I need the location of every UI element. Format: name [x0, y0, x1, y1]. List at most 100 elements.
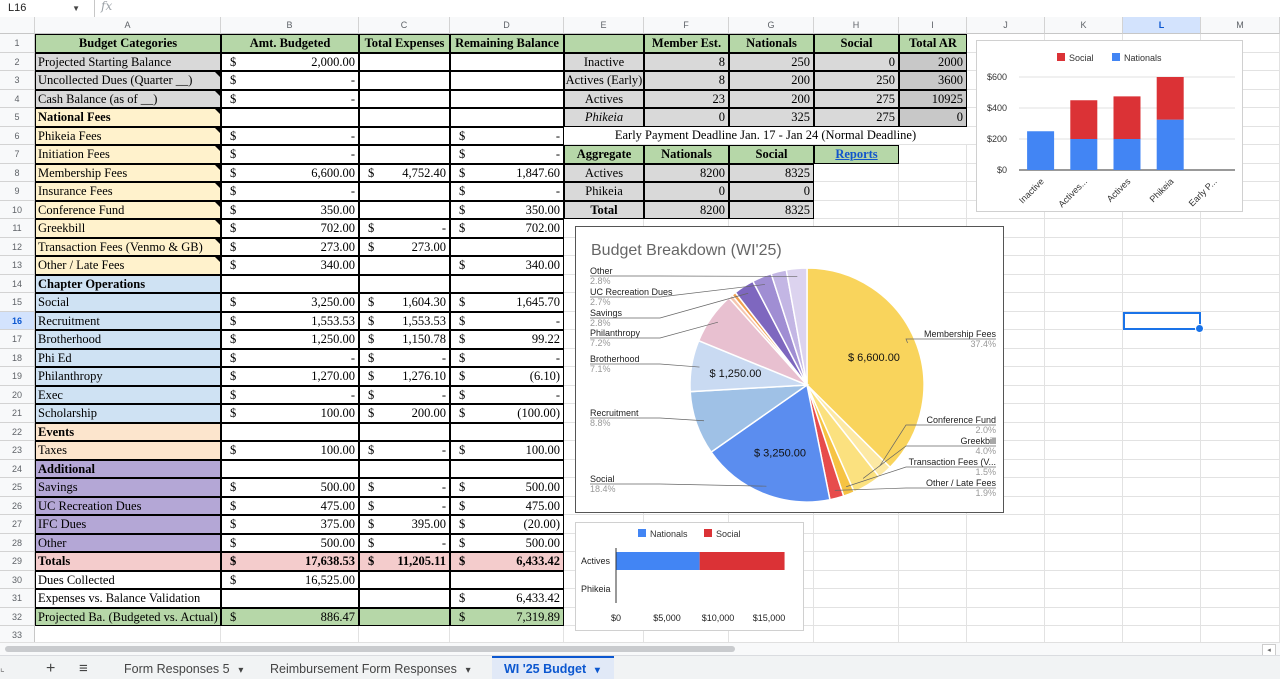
amount-cell-c[interactable]: $1,604.30 — [359, 293, 450, 312]
budget-category-label[interactable]: Phikeia Fees — [35, 127, 221, 146]
aggregate-value-cell[interactable]: 0 — [729, 182, 814, 201]
column-header-h[interactable]: H — [814, 17, 899, 34]
amount-cell-c[interactable] — [359, 589, 450, 608]
budget-category-label[interactable]: Additional — [35, 460, 221, 479]
column-header-i[interactable]: I — [899, 17, 967, 34]
cell[interactable] — [1123, 349, 1201, 368]
row-header-2[interactable]: 2 — [0, 53, 35, 72]
aggregate-value-cell[interactable]: 8325 — [729, 201, 814, 220]
cell[interactable] — [814, 552, 899, 571]
tab-menu-icon[interactable]: ▾ — [463, 665, 471, 676]
amount-cell-c[interactable] — [359, 275, 450, 294]
sheet-tab[interactable]: Form Responses 5 ▾ — [112, 656, 252, 679]
members-value-cell[interactable]: 10925 — [899, 90, 967, 109]
cell[interactable] — [1201, 626, 1280, 642]
bar-segment[interactable] — [1114, 139, 1141, 170]
cell[interactable] — [1045, 238, 1123, 257]
budget-category-label[interactable]: Cash Balance (as of __) — [35, 90, 221, 109]
cell[interactable] — [1123, 534, 1201, 553]
members-table-header[interactable]: Social — [814, 34, 899, 53]
aggregate-row-label[interactable]: Total — [564, 201, 644, 220]
cell[interactable] — [967, 552, 1045, 571]
amount-cell-c[interactable]: $- — [359, 349, 450, 368]
cell[interactable] — [1045, 460, 1123, 479]
aggregate-value-cell[interactable]: 8325 — [729, 164, 814, 183]
cell[interactable] — [1201, 275, 1280, 294]
amount-cell-c[interactable] — [359, 608, 450, 627]
amount-cell-d[interactable] — [450, 275, 564, 294]
cell[interactable] — [1201, 441, 1280, 460]
row-header-28[interactable]: 28 — [0, 534, 35, 553]
aggregate-value-cell[interactable]: 0 — [644, 182, 729, 201]
amount-cell-c[interactable]: $- — [359, 386, 450, 405]
header-total-expenses[interactable]: Total Expenses — [359, 34, 450, 53]
amount-cell-b[interactable]: $500.00 — [221, 478, 359, 497]
amount-cell-b[interactable]: $500.00 — [221, 534, 359, 553]
cell[interactable] — [1045, 589, 1123, 608]
amount-cell-b[interactable]: $100.00 — [221, 441, 359, 460]
cell[interactable] — [1123, 293, 1201, 312]
cell[interactable] — [1123, 515, 1201, 534]
budget-category-label[interactable]: Uncollected Dues (Quarter __) — [35, 71, 221, 90]
amount-cell-d[interactable]: $- — [450, 127, 564, 146]
amount-cell-c[interactable] — [359, 127, 450, 146]
cell[interactable] — [967, 515, 1045, 534]
collapse-icon[interactable]: ⌞ — [0, 656, 8, 679]
budget-category-label[interactable]: Chapter Operations — [35, 275, 221, 294]
aggregate-value-cell[interactable]: 8200 — [644, 201, 729, 220]
members-value-cell[interactable]: 8 — [644, 71, 729, 90]
amount-cell-d[interactable]: $- — [450, 349, 564, 368]
header-remaining-balance[interactable]: Remaining Balance — [450, 34, 564, 53]
members-value-cell[interactable]: 275 — [814, 108, 899, 127]
members-value-cell[interactable]: 325 — [729, 108, 814, 127]
budget-category-label[interactable]: Projected Ba. (Budgeted vs. Actual) — [35, 608, 221, 627]
cell[interactable] — [899, 201, 967, 220]
budget-category-label[interactable]: Projected Starting Balance — [35, 53, 221, 72]
cell[interactable] — [1201, 589, 1280, 608]
amount-cell-b[interactable]: $886.47 — [221, 608, 359, 627]
column-header-l[interactable]: L — [1123, 17, 1201, 34]
cell[interactable] — [1201, 349, 1280, 368]
cell[interactable] — [1045, 219, 1123, 238]
amount-cell-d[interactable] — [450, 53, 564, 72]
budget-category-label[interactable]: Taxes — [35, 441, 221, 460]
row-header-4[interactable]: 4 — [0, 90, 35, 109]
cell[interactable] — [1123, 497, 1201, 516]
sheet-tab[interactable]: Reimbursement Form Responses ▾ — [258, 656, 490, 679]
amount-cell-d[interactable]: $- — [450, 145, 564, 164]
row-header-23[interactable]: 23 — [0, 441, 35, 460]
members-table-header[interactable]: Total AR — [899, 34, 967, 53]
cell[interactable] — [1045, 441, 1123, 460]
amount-cell-d[interactable]: $- — [450, 182, 564, 201]
tab-menu-icon[interactable]: ▾ — [592, 665, 600, 676]
row-header-12[interactable]: 12 — [0, 238, 35, 257]
amount-cell-b[interactable]: $- — [221, 349, 359, 368]
row-header-8[interactable]: 8 — [0, 164, 35, 183]
name-box[interactable]: L16▼ — [0, 0, 86, 17]
amount-cell-b[interactable] — [221, 108, 359, 127]
fill-handle[interactable] — [1195, 324, 1204, 333]
row-header-21[interactable]: 21 — [0, 404, 35, 423]
members-table-header[interactable]: Nationals — [729, 34, 814, 53]
cell[interactable] — [967, 534, 1045, 553]
column-header-g[interactable]: G — [729, 17, 814, 34]
cell[interactable] — [1123, 478, 1201, 497]
budget-category-label[interactable]: National Fees — [35, 108, 221, 127]
cell[interactable] — [1045, 608, 1123, 627]
amount-cell-d[interactable]: $(20.00) — [450, 515, 564, 534]
tab-menu-icon[interactable]: ▾ — [236, 665, 244, 676]
amount-cell-c[interactable] — [359, 571, 450, 590]
cell[interactable] — [899, 534, 967, 553]
cell[interactable] — [814, 201, 899, 220]
cell[interactable] — [450, 626, 564, 642]
cell[interactable] — [899, 626, 967, 642]
amount-cell-d[interactable]: $- — [450, 386, 564, 405]
amount-cell-c[interactable] — [359, 145, 450, 164]
cell[interactable] — [1123, 423, 1201, 442]
amount-cell-b[interactable] — [221, 589, 359, 608]
cell[interactable] — [1045, 571, 1123, 590]
amount-cell-c[interactable]: $1,276.10 — [359, 367, 450, 386]
cell[interactable] — [899, 182, 967, 201]
cell[interactable] — [1201, 330, 1280, 349]
